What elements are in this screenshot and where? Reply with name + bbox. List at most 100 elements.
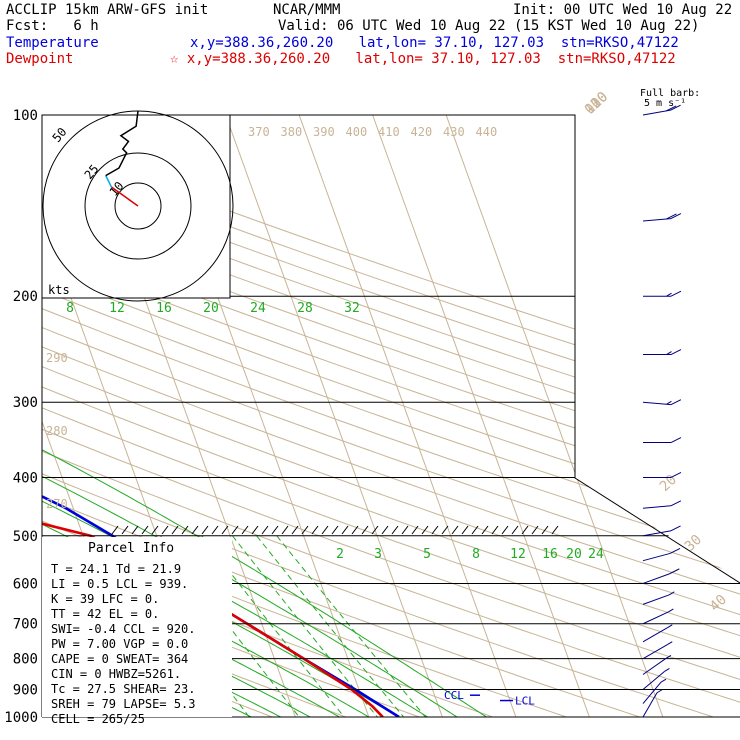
dry-adiabat: [42, 115, 740, 717]
wind-barb-staff: [642, 627, 668, 643]
wind-barb-half: [666, 641, 673, 646]
parcel-info-row: SREH = 79 LAPSE= 5.3: [51, 697, 196, 711]
pressure-tick-label: 500: [13, 529, 38, 545]
wind-barbs: [642, 104, 682, 718]
wind-barb-half: [669, 591, 675, 596]
hash-mark: [411, 525, 419, 535]
header-forecast-hour: Fcst: 6 h: [6, 18, 99, 34]
wind-barb-flag: [669, 568, 680, 575]
hash-mark: [401, 525, 409, 535]
header-title: ACCLIP 15km ARW-GFS init: [6, 2, 209, 18]
parcel-info-title: Parcel Info: [88, 541, 174, 556]
theta-label: 400: [346, 125, 368, 139]
wind-barb-flag: [670, 399, 682, 406]
hash-mark: [291, 525, 299, 535]
theta-side-label: 290: [46, 351, 68, 365]
hodograph-trace: [105, 175, 113, 188]
dry-adiabat: [42, 115, 740, 717]
wind-barb-flag: [670, 525, 681, 532]
parcel-info-row: CELL = 265/25: [51, 712, 145, 726]
wind-barb: [642, 568, 680, 584]
hash-mark: [271, 525, 279, 535]
moist-adiabat: [42, 295, 311, 717]
dry-adiabat: [42, 115, 381, 717]
wind-barb: [642, 500, 682, 509]
parcel-info-row: Tc = 27.5 SHEAR= 23.: [51, 682, 196, 696]
isotherm-label: 30: [682, 532, 705, 555]
wind-barb-half: [656, 689, 663, 694]
mixing-ratio-label: 3: [374, 547, 382, 562]
moist-adiabat-label: 32: [344, 301, 360, 316]
pressure-tick-label: 100: [13, 108, 38, 124]
pressure-tick-label: 1000: [4, 710, 38, 726]
hash-mark: [521, 525, 529, 535]
wind-barb-staff: [642, 573, 670, 584]
mixing-ratio-label: 24: [588, 547, 604, 562]
wind-barb-flag: [665, 105, 677, 112]
mixing-ratio-line: [232, 535, 389, 717]
moist-adiabat-label: 12: [109, 301, 125, 316]
wind-barb-half: [666, 292, 672, 297]
hash-mark: [301, 525, 309, 535]
hash-mark: [211, 525, 219, 535]
hash-mark: [201, 525, 209, 535]
dry-adiabat: [42, 115, 740, 717]
hash-mark: [451, 525, 459, 535]
parcel-info-row: CIN = 0 HWBZ=5261.: [51, 667, 181, 681]
wind-barb: [642, 213, 682, 222]
hash-mark: [461, 525, 469, 535]
dewpoint-trace: [42, 115, 384, 717]
wind-barb-staff: [642, 671, 665, 690]
hash-mark: [531, 525, 539, 535]
hash-mark: [371, 525, 379, 535]
theta-label: 440: [476, 125, 498, 139]
wind-barb-staff: [642, 218, 671, 222]
wind-barb: [642, 678, 667, 704]
hodograph-units: kts: [48, 283, 70, 297]
parcel-info-row: SWI= -0.4 CCL = 920.: [51, 622, 196, 636]
wind-barb-staff: [642, 611, 669, 625]
mixing-ratio-label: 12: [510, 547, 526, 562]
wind-barb: [642, 655, 672, 675]
moist-adiabat-label: 16: [156, 301, 172, 316]
wind-barb: [643, 290, 682, 297]
wind-barb-flag: [670, 290, 682, 297]
hash-mark: [351, 525, 359, 535]
hash-mark: [221, 525, 229, 535]
wind-barb-staff: [642, 505, 671, 509]
legend-temperature-info: x,y=388.36,260.20 lat,lon= 37.10, 127.03…: [190, 35, 679, 51]
dry-adiabat: [42, 115, 740, 717]
wind-barb-half: [665, 655, 672, 659]
hash-mark: [261, 525, 269, 535]
barb-legend-line2: 5 m s⁻¹: [644, 98, 686, 109]
wind-barb-staff: [642, 692, 658, 718]
mixing-ratio-line: [256, 535, 415, 717]
header-center: NCAR/MMM: [273, 2, 341, 18]
parcel-info-bg: [42, 537, 232, 717]
dry-adiabat: [42, 115, 740, 717]
wind-barb-flag: [670, 437, 682, 443]
pressure-tick-label: 800: [13, 652, 38, 668]
wind-barb-half: [666, 351, 672, 355]
legend-dewpoint: Dewpoint: [6, 51, 74, 67]
dry-adiabat: [42, 115, 740, 717]
parcel-info-row: T = 24.1 Td = 21.9: [51, 562, 181, 576]
pressure-tick-label: 600: [13, 576, 38, 592]
moist-adiabat-label: 24: [250, 301, 266, 316]
wind-barb-half: [666, 400, 672, 405]
hash-mark: [191, 525, 199, 535]
theta-label: 420: [411, 125, 433, 139]
parcel-info-row: LI = 0.5 LCL = 939.: [51, 577, 188, 591]
wind-barb: [642, 608, 674, 625]
moist-adiabat-label: 8: [66, 301, 74, 316]
hash-mark: [321, 525, 329, 535]
wind-barb-staff: [642, 552, 671, 562]
hash-mark: [171, 525, 179, 535]
parcel-info-box: Parcel Info T = 24.1 Td = 21.9LI = 0.5 LC…: [42, 537, 232, 726]
hodograph-ring: [84, 152, 192, 260]
parcel-info-row: CAPE = 0 SWEAT= 364: [51, 652, 188, 666]
hash-mark: [551, 525, 559, 535]
hodograph-trace: [105, 110, 139, 177]
wind-barb-staff: [642, 530, 671, 537]
